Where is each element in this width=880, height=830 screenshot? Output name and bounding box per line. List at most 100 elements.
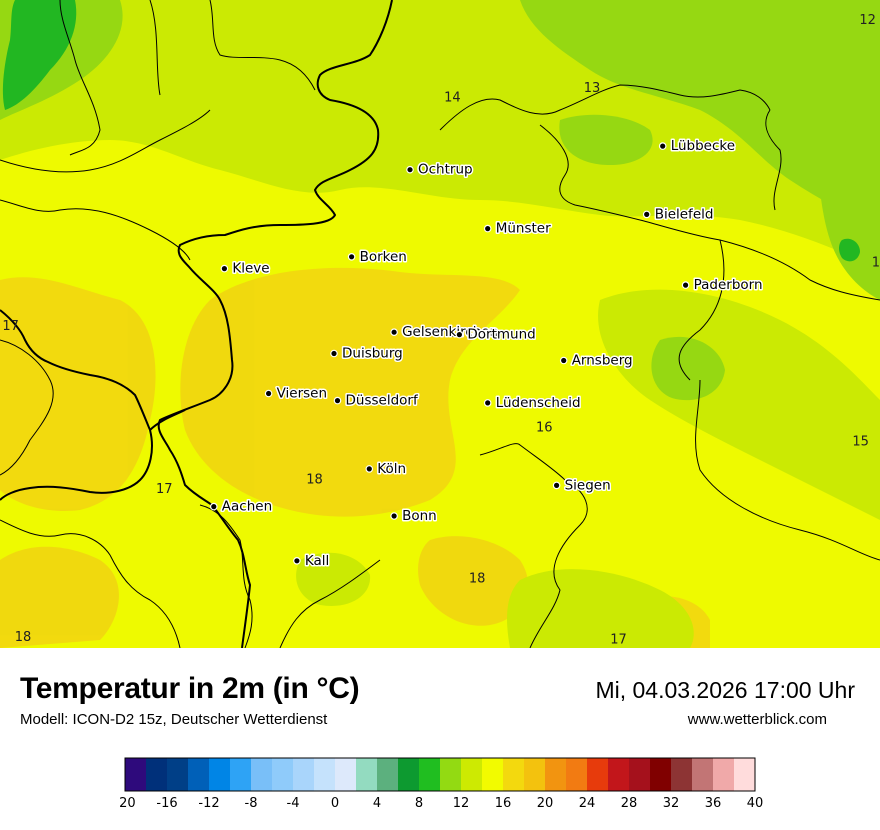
- temperature-value-label: 16: [536, 421, 553, 436]
- city-label: Paderborn: [694, 277, 763, 293]
- city-dot-icon: [390, 328, 398, 337]
- city-label: Aachen: [222, 499, 272, 515]
- city-dot-icon: [483, 399, 492, 407]
- deep-green-zones: [2, 0, 860, 262]
- city-label: Kleve: [232, 261, 269, 277]
- city-dot-icon: [559, 356, 568, 365]
- legend-swatch: [608, 758, 630, 791]
- city-dot-icon: [210, 502, 218, 511]
- legend-swatch: [566, 758, 588, 791]
- legend-swatch: [272, 758, 294, 791]
- city-aachen[interactable]: Aachen: [210, 497, 274, 516]
- city-dortmund[interactable]: Dortmund: [455, 325, 537, 344]
- city-dot-icon: [483, 224, 492, 233]
- temperature-value-label: 14: [444, 91, 461, 106]
- legend-swatch: [545, 758, 567, 791]
- city-dot-icon: [406, 165, 414, 174]
- city-paderborn[interactable]: Paderborn: [681, 276, 764, 295]
- city-dot-icon: [347, 252, 356, 261]
- temperature-value-label: 14: [872, 256, 880, 271]
- city-ochtrup[interactable]: Ochtrup: [406, 160, 474, 179]
- city-bonn[interactable]: Bonn: [390, 507, 438, 526]
- legend-tick-label: -16: [156, 796, 177, 811]
- city-label: Münster: [496, 221, 551, 237]
- city-arnsberg[interactable]: Arnsberg: [559, 351, 634, 370]
- legend-swatch: [461, 758, 483, 791]
- city-label: Lübbecke: [671, 138, 735, 154]
- legend-tick-label: 32: [663, 796, 680, 811]
- city-dot-icon: [455, 330, 464, 339]
- map-canvas: 12141314171616151817181718LübbeckeOchtru…: [0, 0, 880, 648]
- city-dot-icon: [293, 556, 301, 565]
- city-dot-icon: [330, 349, 338, 358]
- legend-swatch: [629, 758, 651, 791]
- legend-tick-label: 8: [415, 796, 423, 811]
- legend-frame: [124, 757, 756, 792]
- city-dot-icon: [658, 142, 667, 150]
- legend-swatch: [230, 758, 252, 791]
- city-lüdenscheid[interactable]: Lüdenscheid: [483, 393, 582, 412]
- legend-swatch: [713, 758, 735, 791]
- city-dot-icon: [552, 481, 561, 490]
- temperature-value-label: 18: [15, 630, 32, 645]
- city-viersen[interactable]: Viersen: [264, 384, 329, 403]
- legend-tick-label: -20: [120, 796, 136, 811]
- legend-swatch: [503, 758, 525, 791]
- city-label: Köln: [377, 461, 406, 477]
- city-gelsenkirchen[interactable]: Gelsenkirchen: [390, 323, 500, 342]
- city-markers: Lübbecke Ochtrup Bielefeld Münster Borken Kle…: [210, 137, 764, 570]
- city-köln[interactable]: Köln: [365, 459, 408, 478]
- city-dot-icon: [681, 281, 690, 289]
- city-dot-icon: [333, 396, 342, 405]
- city-label: Gelsenkirchen: [402, 324, 498, 340]
- footer: Temperatur in 2m (in °C) Modell: ICON-D2…: [0, 648, 880, 830]
- legend-swatch: [314, 758, 336, 791]
- legend-swatch: [524, 758, 546, 791]
- city-label: Arnsberg: [572, 353, 633, 369]
- legend-tick-label: 12: [453, 796, 470, 811]
- city-dot-icon: [264, 389, 273, 398]
- country-border: [0, 0, 393, 648]
- legend-swatch: [398, 758, 420, 791]
- legend-swatch: [692, 758, 714, 791]
- legend-tick-label: -8: [245, 796, 258, 811]
- city-label: Lüdenscheid: [496, 395, 581, 411]
- admin-borders: [0, 0, 880, 648]
- legend-swatch: [356, 758, 378, 791]
- temperature-value-label: 13: [584, 81, 601, 96]
- city-label: Viersen: [277, 386, 327, 402]
- city-bielefeld[interactable]: Bielefeld: [642, 205, 715, 224]
- city-kall[interactable]: Kall: [293, 551, 331, 570]
- city-duisburg[interactable]: Duisburg: [330, 344, 404, 363]
- city-kleve[interactable]: Kleve: [220, 259, 271, 278]
- legend-swatch: [335, 758, 357, 791]
- city-label: Bonn: [402, 508, 437, 524]
- city-label: Dortmund: [467, 327, 535, 343]
- temperature-value-label: 17: [610, 633, 627, 648]
- legend-swatch: [482, 758, 504, 791]
- city-siegen[interactable]: Siegen: [552, 476, 612, 495]
- legend-swatch: [419, 758, 441, 791]
- city-label: Bielefeld: [655, 206, 714, 222]
- legend-tick-label: 0: [331, 796, 339, 811]
- map-title: Temperatur in 2m (in °C): [20, 672, 360, 705]
- legend-tick-label: -12: [198, 796, 219, 811]
- legend-swatch: [146, 758, 168, 791]
- legend-swatch: [377, 758, 399, 791]
- legend-tick-label: -4: [287, 796, 300, 811]
- city-borken[interactable]: Borken: [347, 247, 408, 266]
- city-dot-icon: [642, 210, 651, 219]
- legend-swatch: [209, 758, 231, 791]
- city-label: Duisburg: [342, 346, 403, 362]
- temperature-value-label: 15: [852, 435, 869, 450]
- forecast-datetime: Mi, 04.03.2026 17:00 Uhr: [595, 677, 855, 703]
- city-label: Siegen: [565, 477, 611, 493]
- temperature-labels: 12141314171616151817181718: [2, 13, 880, 648]
- legend-tick-label: 20: [537, 796, 554, 811]
- city-düsseldorf[interactable]: Düsseldorf: [333, 391, 420, 410]
- city-lübbecke[interactable]: Lübbecke: [658, 137, 737, 156]
- city-label: Düsseldorf: [346, 393, 419, 409]
- website-link[interactable]: www.wetterblick.com: [687, 711, 827, 728]
- legend-swatch: [251, 758, 273, 791]
- city-münster[interactable]: Münster: [483, 219, 553, 238]
